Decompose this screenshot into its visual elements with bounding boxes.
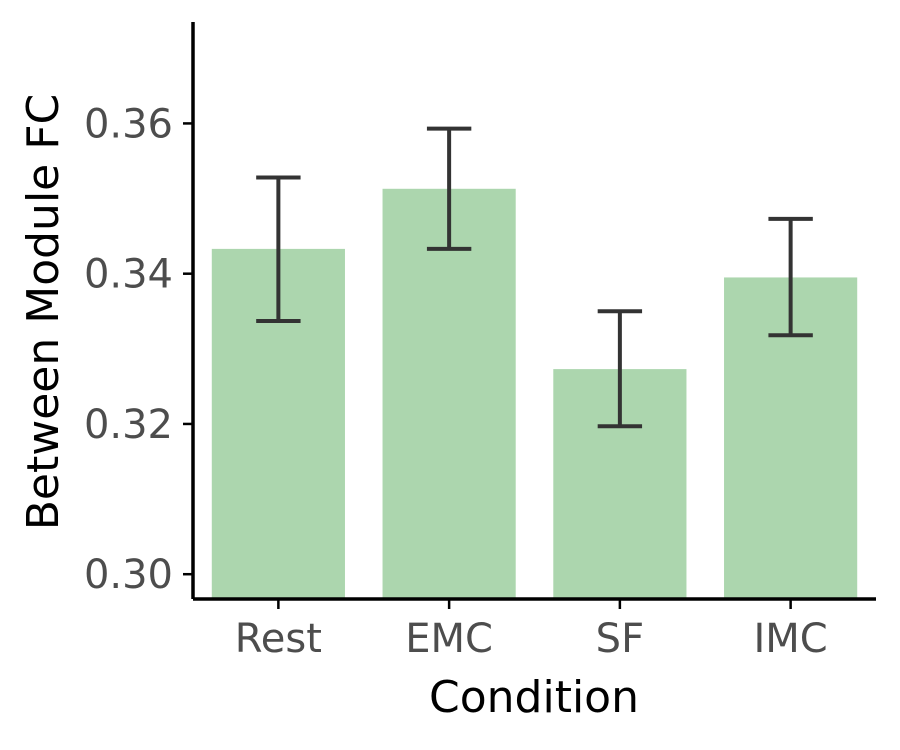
bar-emc [382,188,516,599]
x-tick-label: EMC [405,616,493,662]
axes [183,22,876,609]
bars [211,188,858,599]
y-tick-label: 0.30 [84,552,173,598]
error-bar-emc [426,126,472,251]
error-bar-rest [256,175,301,324]
x-tick-label: IMC [754,616,828,662]
y-tick-label: 0.34 [84,252,173,298]
error-bar-sf [597,309,643,429]
error-bars [256,126,813,429]
x-tick-label: Rest [235,616,322,662]
x-axis-title: Condition [429,672,639,723]
tick-labels: Rest EMC SF IMC 0.30 0.32 0.34 0.36 [84,101,828,662]
x-tick-label: SF [596,616,644,662]
error-bar-imc [768,216,813,338]
y-axis-title: Between Module FC [18,94,69,531]
y-tick-label: 0.36 [84,101,173,147]
y-tick-label: 0.32 [84,402,173,448]
